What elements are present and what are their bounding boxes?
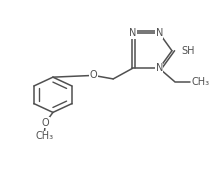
Text: O: O	[42, 118, 49, 128]
Text: CH₃: CH₃	[191, 77, 209, 87]
Text: CH₃: CH₃	[35, 131, 53, 141]
Text: N: N	[156, 63, 163, 73]
Text: N: N	[156, 28, 163, 38]
Text: SH: SH	[182, 46, 195, 56]
Text: O: O	[90, 70, 97, 80]
Text: N: N	[129, 28, 136, 38]
